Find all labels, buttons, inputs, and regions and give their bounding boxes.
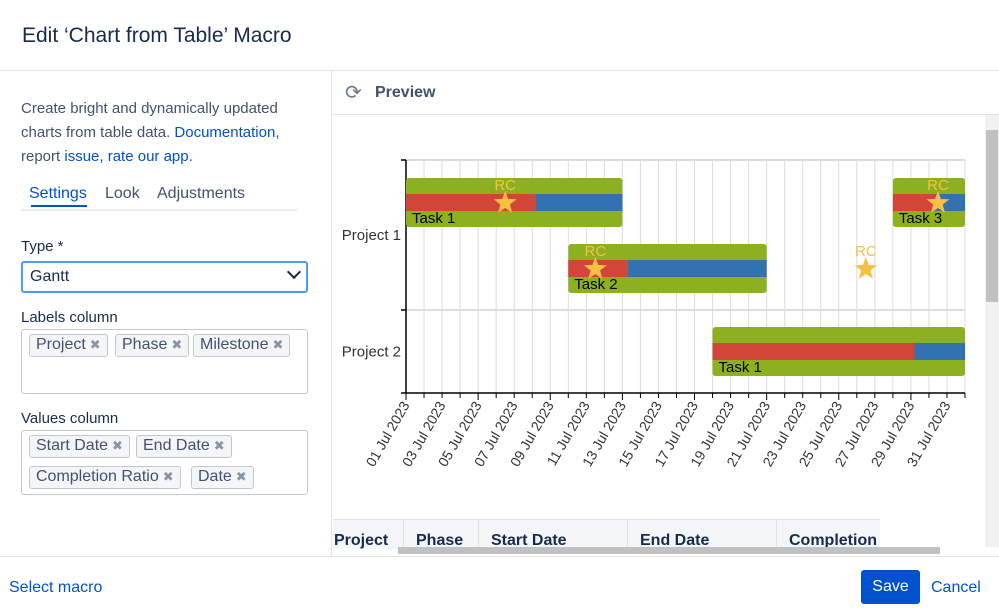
task-progress-remaining (914, 343, 965, 360)
milestone-label: RC (585, 243, 607, 260)
remove-icon[interactable]: ✖ (112, 438, 123, 453)
col-end-date: End Date (628, 520, 777, 549)
labels-column-label: Labels column (21, 309, 118, 326)
remove-icon[interactable]: ✖ (171, 337, 183, 352)
tab-look[interactable]: Look (105, 185, 140, 202)
chip-label: Milestone (200, 336, 269, 353)
preview-label: Preview (375, 84, 436, 101)
chip-phase[interactable]: Phase ✖ (115, 334, 190, 357)
values-column-label: Values column (21, 410, 119, 427)
milestone-label: RC (927, 177, 949, 194)
task-progress-remaining (535, 194, 623, 211)
period: . (188, 148, 193, 165)
task-progress-remaining (936, 194, 965, 211)
chip-completion-ratio[interactable]: Completion Ratio ✖ (29, 466, 181, 489)
refresh-icon[interactable]: ⟳ (345, 82, 362, 104)
dialog-footer: Select macro Save Cancel (0, 556, 999, 608)
intro-text-1: Create bright and dynamically updated ch… (21, 100, 278, 141)
task-progress-done (712, 343, 915, 360)
task-label: Task 1 (412, 210, 455, 227)
vertical-scrollbar[interactable] (985, 115, 999, 547)
chevron-down-icon (286, 264, 302, 280)
horizontal-scrollbar[interactable] (398, 547, 940, 554)
type-label: Type * (21, 238, 64, 255)
task-progress-done (892, 194, 937, 211)
chip-milestone[interactable]: Milestone ✖ (193, 334, 291, 357)
task-label: Task 3 (899, 210, 942, 227)
chip-label: Start Date (36, 437, 109, 454)
issue-link[interactable]: issue, (64, 148, 104, 165)
milestone-star-icon (583, 257, 607, 279)
chip-label: Phase (122, 336, 168, 353)
settings-tabs: Settings Look Adjustments (21, 185, 297, 211)
milestone-label: RC (494, 177, 516, 194)
col-phase: Phase (404, 520, 479, 549)
task-label: Task 1 (719, 359, 762, 376)
col-start-date: Start Date (479, 520, 628, 549)
y-tick-label: Project 1 (342, 227, 401, 244)
chip-label: Date (198, 468, 232, 485)
y-tick-label: Project 2 (342, 344, 401, 361)
dialog-header: Edit ‘Chart from Table’ Macro (0, 0, 999, 71)
cancel-button[interactable]: Cancel (931, 579, 981, 596)
type-select[interactable]: Gantt (21, 261, 308, 293)
tab-adjustments[interactable]: Adjustments (157, 185, 246, 202)
chip-start-date[interactable]: Start Date ✖ (29, 435, 130, 458)
save-button[interactable]: Save (861, 570, 920, 604)
chip-date[interactable]: Date ✖ (191, 466, 254, 489)
task-label: Task 2 (574, 276, 617, 293)
preview-header: ⟳ Preview (333, 71, 999, 115)
task-progress-remaining (627, 260, 767, 277)
settings-panel: Create bright and dynamically updated ch… (0, 71, 332, 556)
chip-label: Completion Ratio (36, 468, 159, 485)
chip-project[interactable]: Project ✖ (29, 334, 108, 357)
milestone-star-icon (926, 191, 950, 213)
rate-app-link[interactable]: rate our app (107, 148, 189, 165)
remove-icon[interactable]: ✖ (213, 438, 225, 453)
dialog-title: Edit ‘Chart from Table’ Macro (22, 24, 292, 47)
tab-settings[interactable]: Settings (29, 185, 87, 207)
milestone-star-icon (854, 257, 878, 279)
chip-label: Project (36, 336, 86, 353)
remove-icon[interactable]: ✖ (235, 469, 247, 484)
comma: , (275, 124, 280, 141)
documentation-link[interactable]: Documentation (174, 124, 276, 141)
milestone-label: RC (855, 243, 877, 260)
intro-text: Create bright and dynamically updated ch… (21, 97, 311, 169)
scrollbar-thumb[interactable] (986, 130, 998, 302)
remove-icon[interactable]: ✖ (162, 469, 174, 484)
task-progress-done (406, 194, 536, 211)
labels-column-input[interactable]: Project ✖ Phase ✖ Milestone ✖ (21, 329, 308, 394)
type-value: Gantt (30, 268, 70, 285)
intro-text-2: report (21, 148, 65, 165)
data-table-header: Project Phase Start Date End Date Comple… (333, 519, 880, 549)
remove-icon[interactable]: ✖ (272, 337, 284, 352)
chip-end-date[interactable]: End Date ✖ (136, 435, 232, 458)
chip-label: End Date (143, 437, 210, 454)
values-column-input[interactable]: Start Date ✖ End Date ✖ Completion Ratio ✖ … (21, 430, 308, 495)
select-macro-link[interactable]: Select macro (9, 579, 103, 596)
col-project: Project (333, 520, 404, 549)
col-completion: Completion (777, 520, 880, 549)
remove-icon[interactable]: ✖ (89, 337, 101, 352)
milestone-star-icon (493, 191, 517, 213)
preview-panel: ⟳ Preview (333, 71, 999, 556)
